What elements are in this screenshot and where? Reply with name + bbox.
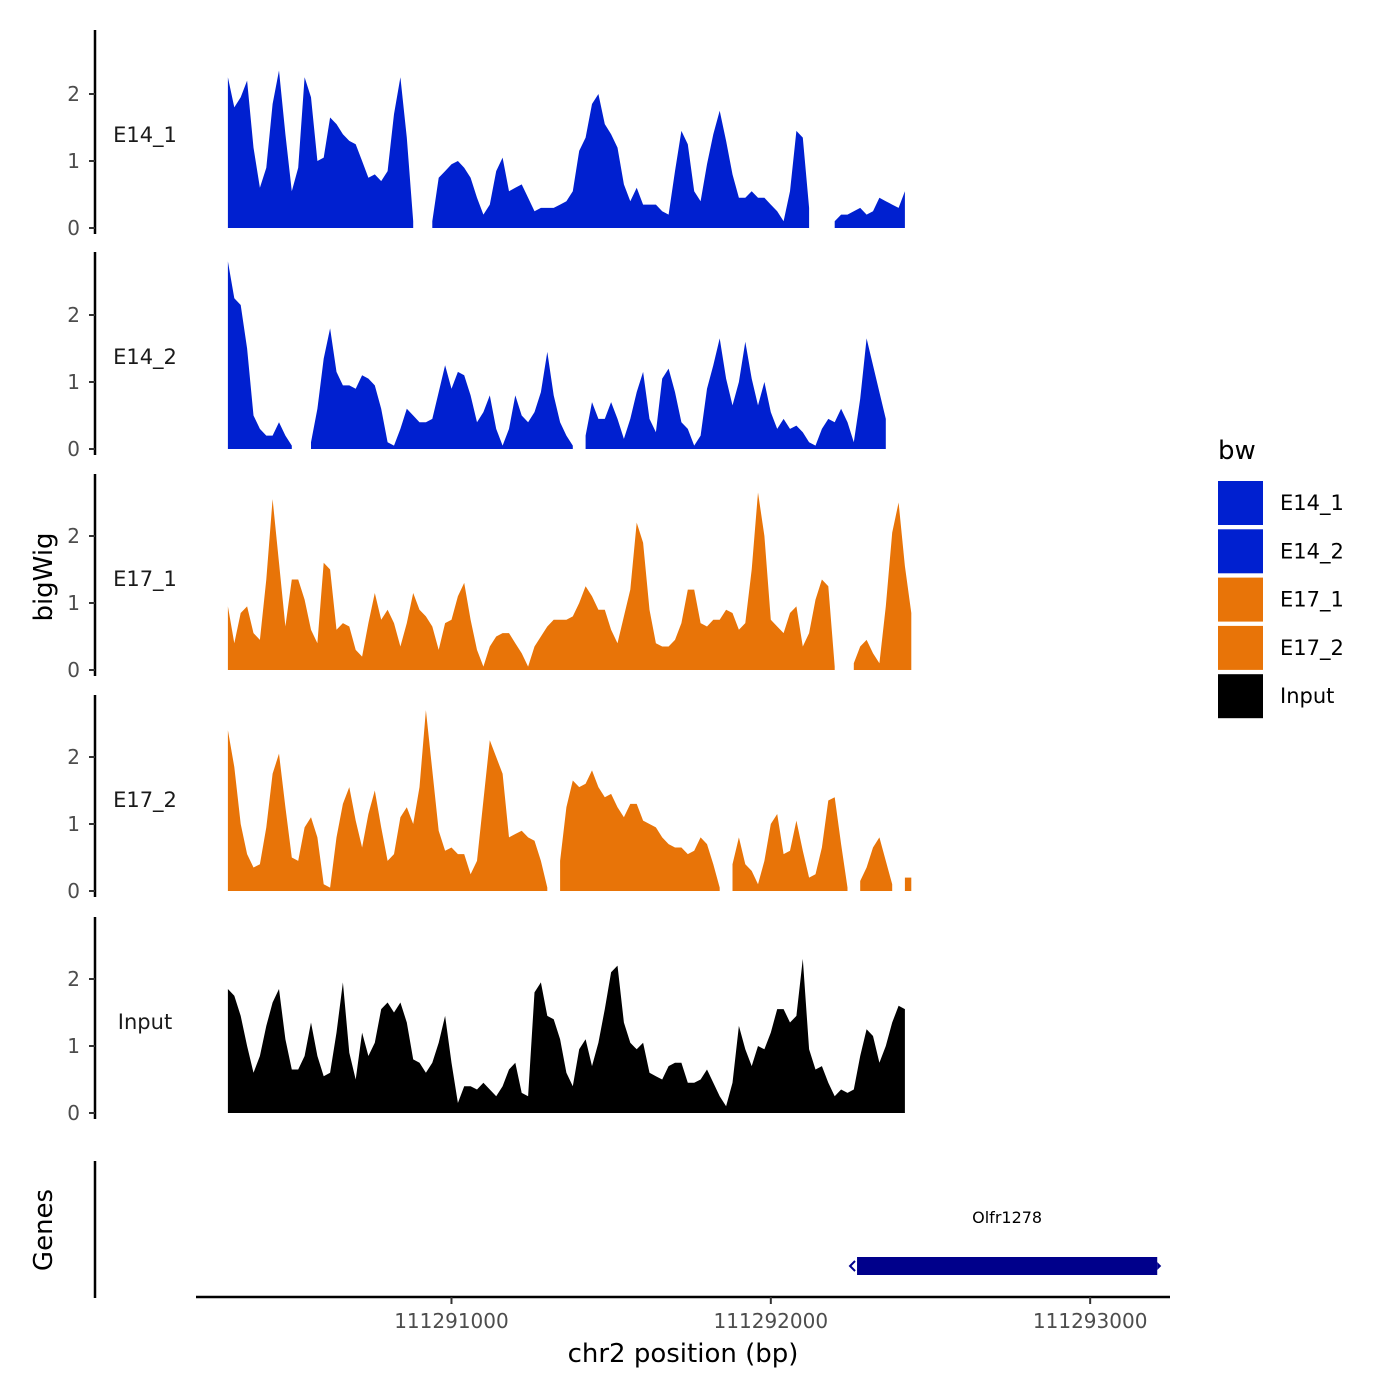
legend-label: E17_2 — [1280, 636, 1344, 661]
E17_2-area-segment — [227, 710, 548, 891]
legend-label: Input — [1280, 684, 1334, 708]
x-tick-label: 111293000 — [1033, 1309, 1148, 1333]
y-tick-label: 2 — [67, 82, 80, 106]
legend-swatch — [1218, 577, 1263, 622]
legend-item-Input: Input — [1218, 674, 1334, 719]
legend-title: bw — [1218, 436, 1256, 466]
track-label: E17_2 — [113, 788, 177, 813]
track-label: Input — [118, 1010, 172, 1034]
gene-body — [857, 1257, 1158, 1275]
E14_2-area-segment — [311, 328, 573, 449]
genes-axis-title: Genes — [29, 1189, 59, 1271]
y-tick-label: 2 — [67, 524, 80, 548]
E17_2-area-segment — [860, 837, 893, 891]
legend-item-E14_2: E14_2 — [1218, 529, 1344, 574]
x-tick-label: 111292000 — [714, 1309, 829, 1333]
legend-item-E14_1: E14_1 — [1218, 481, 1344, 525]
track-label: E17_1 — [113, 567, 177, 592]
legend-swatch — [1218, 674, 1263, 719]
genes-panel: Olfr1278 — [93, 1161, 1162, 1298]
y-tick-label: 1 — [67, 1034, 80, 1058]
E17_1-area-segment — [227, 492, 835, 670]
y-axis-title: bigWig — [29, 532, 59, 621]
legend-label: E14_1 — [1280, 491, 1344, 516]
gene-label: Olfr1278 — [972, 1208, 1042, 1227]
track-Input: 0 1 2 Input — [67, 917, 905, 1125]
y-tick-label: 2 — [67, 967, 80, 991]
E14_2-area-segment — [227, 261, 292, 449]
track-label: E14_2 — [113, 345, 177, 370]
x-axis-title: chr2 position (bp) — [568, 1339, 799, 1369]
legend-item-E17_1: E17_1 — [1218, 577, 1344, 622]
signal-tracks: 0 1 2 E14_1 0 1 2 E14_2 0 1 2 E17_1 0 1 2 E17_2 0 1 2 Input — [67, 30, 912, 1125]
track-label: E14_1 — [113, 123, 177, 148]
E17_2-area-segment — [560, 770, 720, 891]
y-tick-label: 0 — [67, 658, 80, 682]
E17_1-area-segment — [853, 502, 912, 670]
y-tick-label: 0 — [67, 879, 80, 903]
track-E14_2: 0 1 2 E14_2 — [67, 252, 886, 461]
E14_1-area-segment — [432, 94, 810, 228]
legend-swatch — [1218, 625, 1263, 670]
legend: bw E14_1 E14_2 E17_1 E17_2 Input — [1218, 436, 1344, 719]
x-tick-label: 111291000 — [394, 1309, 509, 1333]
gene-end-cap — [1157, 1262, 1162, 1270]
E17_2-area-segment — [904, 877, 912, 891]
track-E17_2: 0 1 2 E17_2 — [67, 695, 912, 903]
legend-label: E14_2 — [1280, 539, 1344, 564]
legend-swatch — [1218, 481, 1263, 525]
x-axis: 111291000 111292000 111293000 — [196, 1295, 1170, 1333]
y-tick-label: 0 — [67, 437, 80, 461]
legend-swatch — [1218, 529, 1263, 574]
track-E17_1: 0 1 2 E17_1 — [67, 474, 912, 682]
legend-item-E17_2: E17_2 — [1218, 625, 1344, 670]
y-tick-label: 1 — [67, 370, 80, 394]
legend-label: E17_1 — [1280, 588, 1344, 613]
y-tick-label: 1 — [67, 591, 80, 615]
y-tick-label: 2 — [67, 303, 80, 327]
strand-arrow-icon — [848, 1260, 856, 1272]
E14_1-area-segment — [227, 70, 414, 228]
E17_2-area-segment — [732, 797, 848, 891]
E14_2-area-segment — [585, 338, 886, 449]
gene-Olfr1278: Olfr1278 — [848, 1208, 1162, 1275]
y-tick-label: 2 — [67, 745, 80, 769]
y-tick-label: 1 — [67, 812, 80, 836]
y-tick-label: 0 — [67, 216, 80, 240]
Input-area-segment — [227, 958, 905, 1113]
y-tick-label: 1 — [67, 149, 80, 173]
E14_1-area-segment — [834, 191, 905, 228]
track-E14_1: 0 1 2 E14_1 — [67, 30, 905, 240]
y-tick-label: 0 — [67, 1101, 80, 1125]
